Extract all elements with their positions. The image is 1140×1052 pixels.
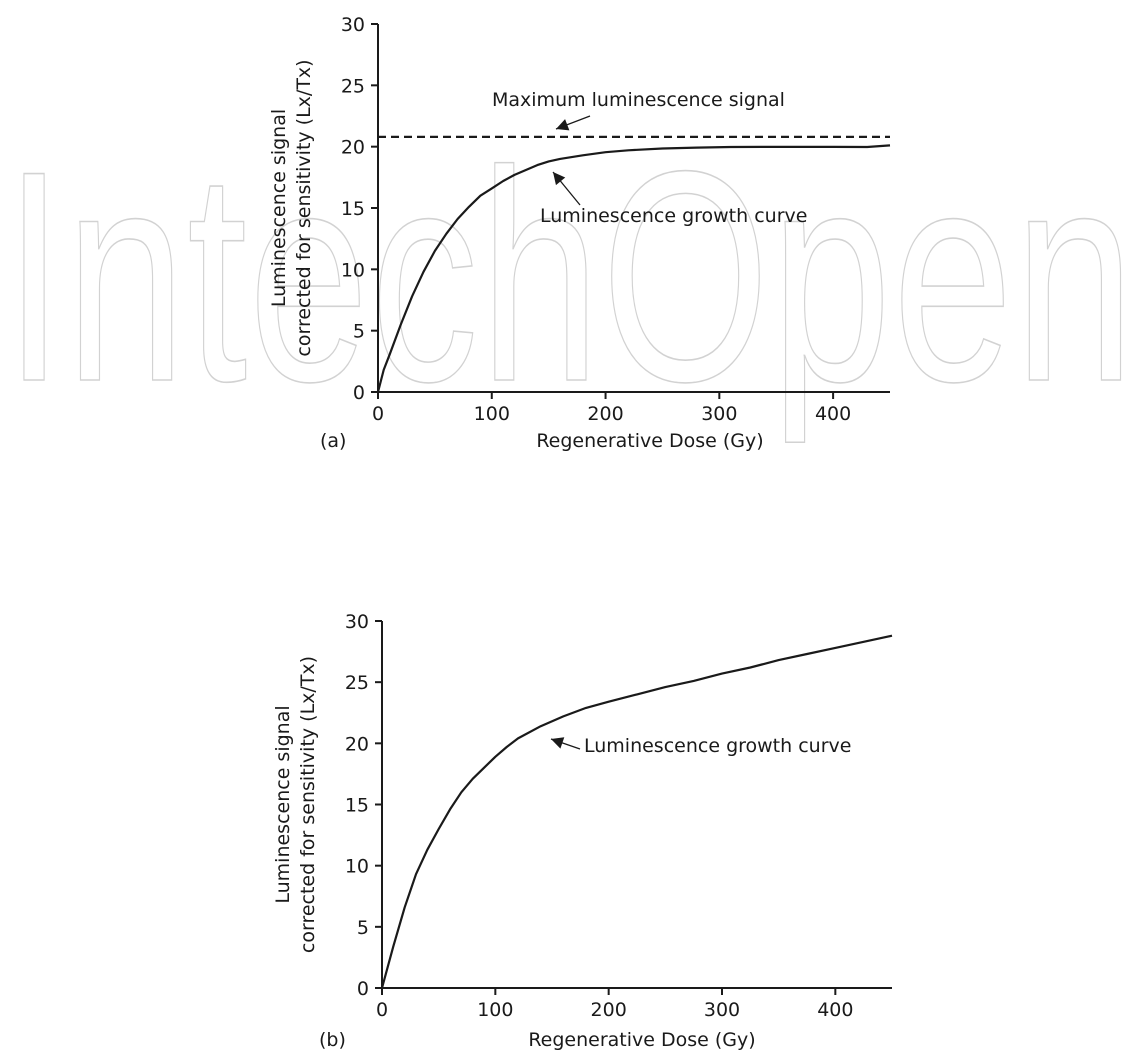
panel-label: (b) <box>319 1029 346 1051</box>
annotation-arrowhead <box>551 737 565 749</box>
annotation-arrowhead <box>553 172 566 186</box>
x-axis-title: Regenerative Dose (Gy) <box>536 430 763 452</box>
y-tick-label: 25 <box>345 672 369 694</box>
y-tick-label: 15 <box>341 198 365 220</box>
y-tick-label: 5 <box>357 917 369 939</box>
annotation-label: Luminescence growth curve <box>540 205 807 227</box>
y-tick-label: 20 <box>341 137 365 159</box>
y-axis-title-line: corrected for sensitivity (Lx/Tx) <box>293 59 315 356</box>
x-tick-label: 300 <box>704 999 740 1021</box>
y-tick-label: 30 <box>341 14 365 36</box>
x-axis-title: Regenerative Dose (Gy) <box>528 1029 755 1051</box>
y-tick-label: 0 <box>357 978 369 1000</box>
y-tick-label: 15 <box>345 795 369 817</box>
y-tick-label: 20 <box>345 733 369 755</box>
x-tick-label: 0 <box>376 999 388 1021</box>
y-axis-title-line: Luminescence signal <box>268 109 290 307</box>
y-tick-label: 5 <box>353 321 365 343</box>
x-tick-label: 100 <box>477 999 513 1021</box>
annotation-label: Maximum luminescence signal <box>492 89 785 111</box>
panel-label: (a) <box>320 430 346 452</box>
x-tick-label: 200 <box>591 999 627 1021</box>
x-tick-label: 400 <box>815 403 851 425</box>
y-tick-label: 10 <box>345 856 369 878</box>
x-tick-label: 100 <box>474 403 510 425</box>
y-tick-label: 0 <box>353 382 365 404</box>
x-tick-label: 0 <box>372 403 384 425</box>
watermark-text: IntechOpen <box>4 108 1136 446</box>
annotation-arrowhead <box>556 119 570 131</box>
y-axis-title-line: Luminescence signal <box>272 705 294 903</box>
x-tick-label: 400 <box>817 999 853 1021</box>
y-axis-title-line: corrected for sensitivity (Lx/Tx) <box>297 656 319 953</box>
x-tick-label: 200 <box>587 403 623 425</box>
growth-curve-line <box>380 634 893 989</box>
y-tick-label: 25 <box>341 75 365 97</box>
annotation-label: Luminescence growth curve <box>584 735 851 757</box>
y-tick-label: 10 <box>341 259 365 281</box>
y-tick-label: 30 <box>345 611 369 633</box>
x-tick-label: 300 <box>701 403 737 425</box>
growth-curve-line <box>376 144 891 393</box>
